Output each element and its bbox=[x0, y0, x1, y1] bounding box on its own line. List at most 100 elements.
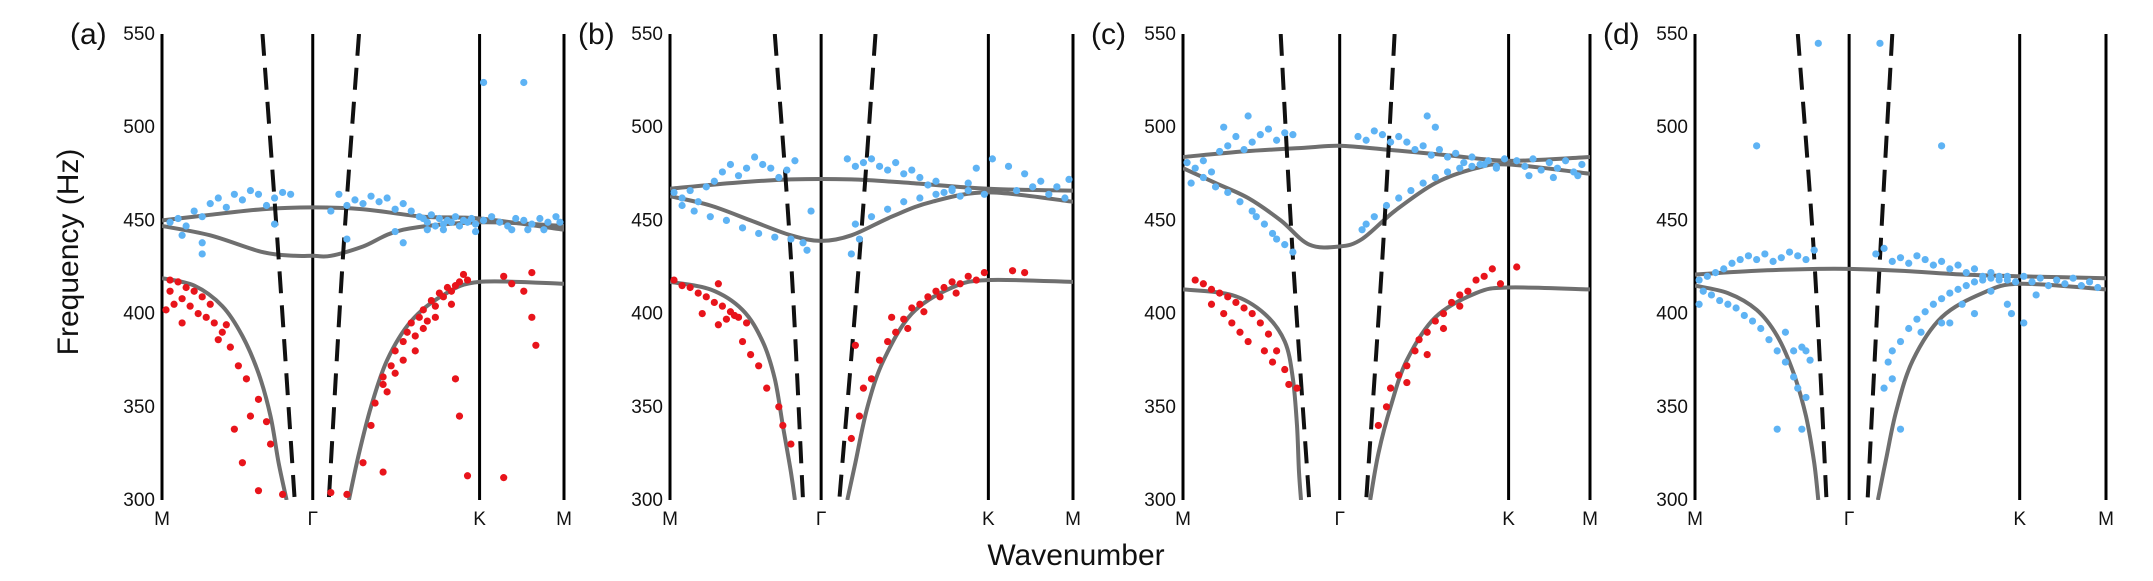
data-point-red bbox=[779, 421, 787, 430]
y-tick-label: 450 bbox=[1144, 210, 1176, 231]
data-point-red bbox=[763, 384, 771, 392]
y-tick-label: 300 bbox=[1656, 490, 1688, 511]
data-point-blue bbox=[1888, 347, 1896, 355]
data-point-blue bbox=[1521, 162, 1529, 170]
y-tick-label: 350 bbox=[123, 397, 155, 418]
data-point-blue bbox=[447, 218, 456, 226]
data-point-blue bbox=[1578, 160, 1586, 169]
data-point-red bbox=[242, 375, 251, 383]
x-tick-label: M bbox=[1582, 509, 1598, 530]
x-tick-label: K bbox=[1502, 509, 1515, 530]
data-point-red bbox=[178, 295, 186, 303]
data-point-blue bbox=[351, 196, 359, 204]
data-point-red bbox=[702, 293, 710, 301]
data-point-blue bbox=[855, 235, 864, 243]
data-point-red bbox=[174, 278, 182, 286]
data-point-blue bbox=[1199, 157, 1207, 165]
y-tick-label: 400 bbox=[631, 304, 663, 325]
data-point-blue bbox=[423, 226, 431, 234]
data-point-blue bbox=[2036, 274, 2044, 282]
data-point-blue bbox=[787, 235, 795, 243]
data-point-blue bbox=[1970, 310, 1979, 318]
panel-label: (a) bbox=[70, 18, 107, 51]
data-point-red bbox=[206, 300, 214, 308]
data-point-blue bbox=[722, 216, 731, 224]
data-point-blue bbox=[1748, 317, 1757, 325]
data-point-blue bbox=[520, 216, 528, 224]
data-point-red bbox=[1268, 358, 1277, 366]
data-point-red bbox=[166, 276, 174, 284]
panel-d: (d) 300 350 400 450 500 550 M Γ K M bbox=[1603, 18, 2114, 530]
data-point-blue bbox=[1500, 155, 1509, 163]
data-point-blue bbox=[1711, 268, 1720, 277]
data-point-blue bbox=[343, 235, 351, 243]
data-point-red bbox=[1293, 384, 1301, 392]
data-point-blue bbox=[964, 186, 972, 195]
data-point-red bbox=[391, 369, 399, 377]
data-point-red bbox=[419, 306, 427, 314]
x-tick-label: K bbox=[473, 509, 486, 530]
data-point-red bbox=[246, 412, 255, 420]
data-point-blue bbox=[391, 205, 399, 213]
sound-line-dashed bbox=[837, 34, 878, 500]
sound-line-dashed bbox=[1795, 34, 1829, 500]
data-point-red bbox=[1403, 362, 1411, 370]
data-point-blue bbox=[775, 173, 783, 182]
data-point-blue bbox=[900, 170, 908, 178]
data-point-red bbox=[1423, 328, 1431, 336]
data-point-blue bbox=[2044, 282, 2053, 290]
data-point-blue bbox=[1021, 170, 1029, 178]
data-point-red bbox=[415, 313, 423, 321]
data-point-red bbox=[1472, 276, 1480, 284]
data-point-blue bbox=[1987, 287, 1995, 295]
data-point-blue bbox=[1905, 259, 1913, 267]
y-tick-label: 500 bbox=[123, 117, 155, 138]
data-point-red bbox=[742, 319, 751, 327]
data-point-blue bbox=[455, 222, 464, 230]
data-point-red bbox=[710, 298, 718, 307]
data-point-red bbox=[403, 328, 411, 336]
data-point-blue bbox=[427, 211, 435, 219]
dispersion-curve bbox=[670, 176, 1073, 193]
data-point-red bbox=[431, 302, 439, 310]
data-point-blue bbox=[1872, 250, 1880, 258]
data-point-blue bbox=[1896, 337, 1905, 346]
data-point-blue bbox=[2053, 276, 2061, 284]
data-point-blue bbox=[1970, 278, 1979, 286]
x-tick-label: Γ bbox=[308, 509, 318, 530]
data-point-blue bbox=[1703, 272, 1711, 280]
data-point-blue bbox=[1252, 213, 1260, 221]
data-point-blue bbox=[1732, 304, 1740, 312]
data-point-blue bbox=[702, 183, 710, 191]
data-point-red bbox=[1431, 317, 1439, 325]
y-tick-label: 350 bbox=[1144, 397, 1176, 418]
data-point-blue bbox=[254, 190, 263, 198]
data-point-blue bbox=[1962, 282, 1970, 290]
dispersion-curve bbox=[1695, 283, 1821, 500]
y-tick-label: 450 bbox=[123, 210, 155, 231]
data-point-blue bbox=[771, 233, 779, 241]
data-point-blue bbox=[1354, 132, 1362, 141]
sound-line-dashed bbox=[772, 34, 805, 500]
data-point-blue bbox=[867, 155, 876, 163]
data-point-red bbox=[1244, 337, 1252, 346]
data-point-blue bbox=[1802, 393, 1810, 402]
data-point-blue bbox=[1876, 39, 1884, 47]
plot-area bbox=[162, 34, 564, 500]
data-point-red bbox=[1240, 304, 1248, 312]
data-point-blue bbox=[1888, 257, 1896, 266]
data-point-blue bbox=[1045, 190, 1053, 198]
data-point-red bbox=[508, 280, 516, 288]
data-point-blue bbox=[1549, 173, 1557, 182]
dispersion-curve bbox=[1183, 143, 1590, 163]
data-point-blue bbox=[1896, 425, 1905, 433]
data-point-blue bbox=[1695, 276, 1703, 284]
x-tick-label: Γ bbox=[1334, 509, 1344, 530]
y-tick-label: 350 bbox=[1656, 397, 1688, 418]
data-point-red bbox=[859, 384, 868, 392]
data-point-red bbox=[1264, 330, 1273, 338]
data-point-blue bbox=[451, 213, 460, 221]
data-point-red bbox=[1191, 276, 1199, 284]
data-point-red bbox=[387, 362, 395, 370]
data-point-red bbox=[166, 287, 174, 295]
